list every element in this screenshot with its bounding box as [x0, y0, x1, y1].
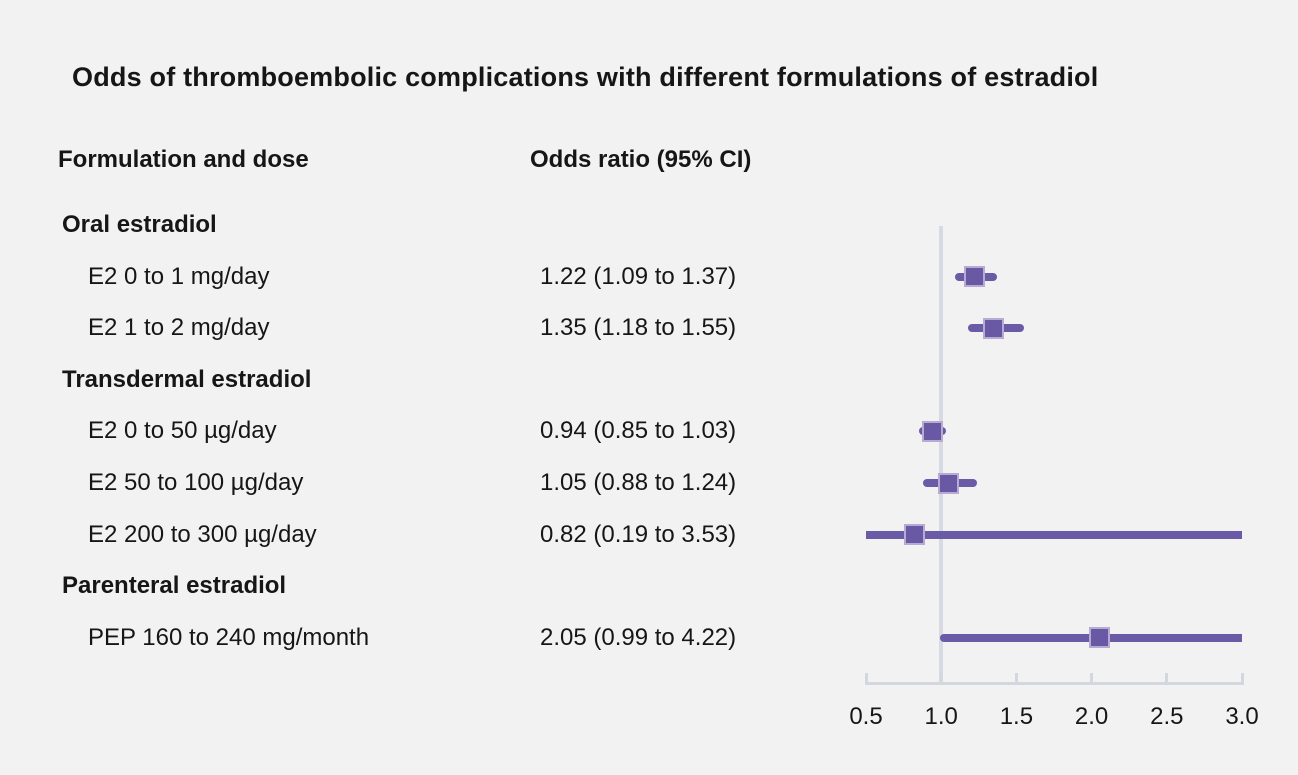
- x-axis-tick-label: 0.5: [849, 703, 883, 730]
- point-estimate-marker: [1088, 627, 1110, 649]
- point-estimate-marker: [938, 472, 960, 494]
- odds-ratio-value: 1.35 (1.18 to 1.55): [540, 314, 737, 342]
- odds-ratio-value: 1.05 (0.88 to 1.24): [540, 469, 737, 496]
- x-axis-tick-label: 2.0: [1074, 703, 1109, 730]
- point-estimate-marker: [963, 266, 985, 288]
- x-axis-tick: [1090, 673, 1094, 682]
- x-axis-tick: [1165, 673, 1169, 682]
- x-axis-line: [864, 682, 1244, 685]
- x-axis-tick: [939, 673, 943, 682]
- reference-line: [939, 226, 944, 685]
- item-label: E2 50 to 100 µg/day: [88, 469, 304, 496]
- x-axis-tick-label: 3.0: [1225, 703, 1259, 730]
- item-label: PEP 160 to 240 mg/month: [88, 623, 370, 651]
- x-axis-tick: [864, 673, 868, 682]
- group-label: Oral estradiol: [62, 211, 217, 238]
- item-label: E2 0 to 1 mg/day: [88, 262, 270, 290]
- ci-line: [866, 530, 1242, 539]
- column-header-odds-ratio: Odds ratio (95% CI): [530, 146, 752, 173]
- odds-ratio-value: 2.05 (0.99 to 4.22): [540, 623, 737, 651]
- x-axis-tick-label: 1.5: [999, 703, 1034, 730]
- item-label: E2 200 to 300 µg/day: [88, 520, 317, 548]
- x-axis-tick-label: 2.5: [1150, 703, 1184, 730]
- group-label: Parenteral estradiol: [62, 572, 287, 600]
- x-axis-tick: [1240, 673, 1244, 682]
- point-estimate-marker: [921, 420, 943, 442]
- odds-ratio-value: 1.22 (1.09 to 1.37): [540, 262, 737, 290]
- point-estimate-marker: [983, 317, 1005, 339]
- odds-ratio-value: 0.94 (0.85 to 1.03): [540, 417, 737, 445]
- x-axis-tick-label: 1.0: [924, 703, 958, 730]
- column-header-formulation: Formulation and dose: [58, 146, 309, 173]
- item-label: E2 0 to 50 µg/day: [88, 417, 277, 445]
- x-axis-tick: [1014, 673, 1018, 682]
- item-label: E2 1 to 2 mg/day: [88, 314, 270, 342]
- odds-ratio-value: 0.82 (0.19 to 3.53): [540, 520, 737, 548]
- group-label: Transdermal estradiol: [62, 365, 312, 393]
- chart-title: Odds of thromboembolic complications wit…: [72, 62, 1099, 92]
- point-estimate-marker: [903, 524, 925, 546]
